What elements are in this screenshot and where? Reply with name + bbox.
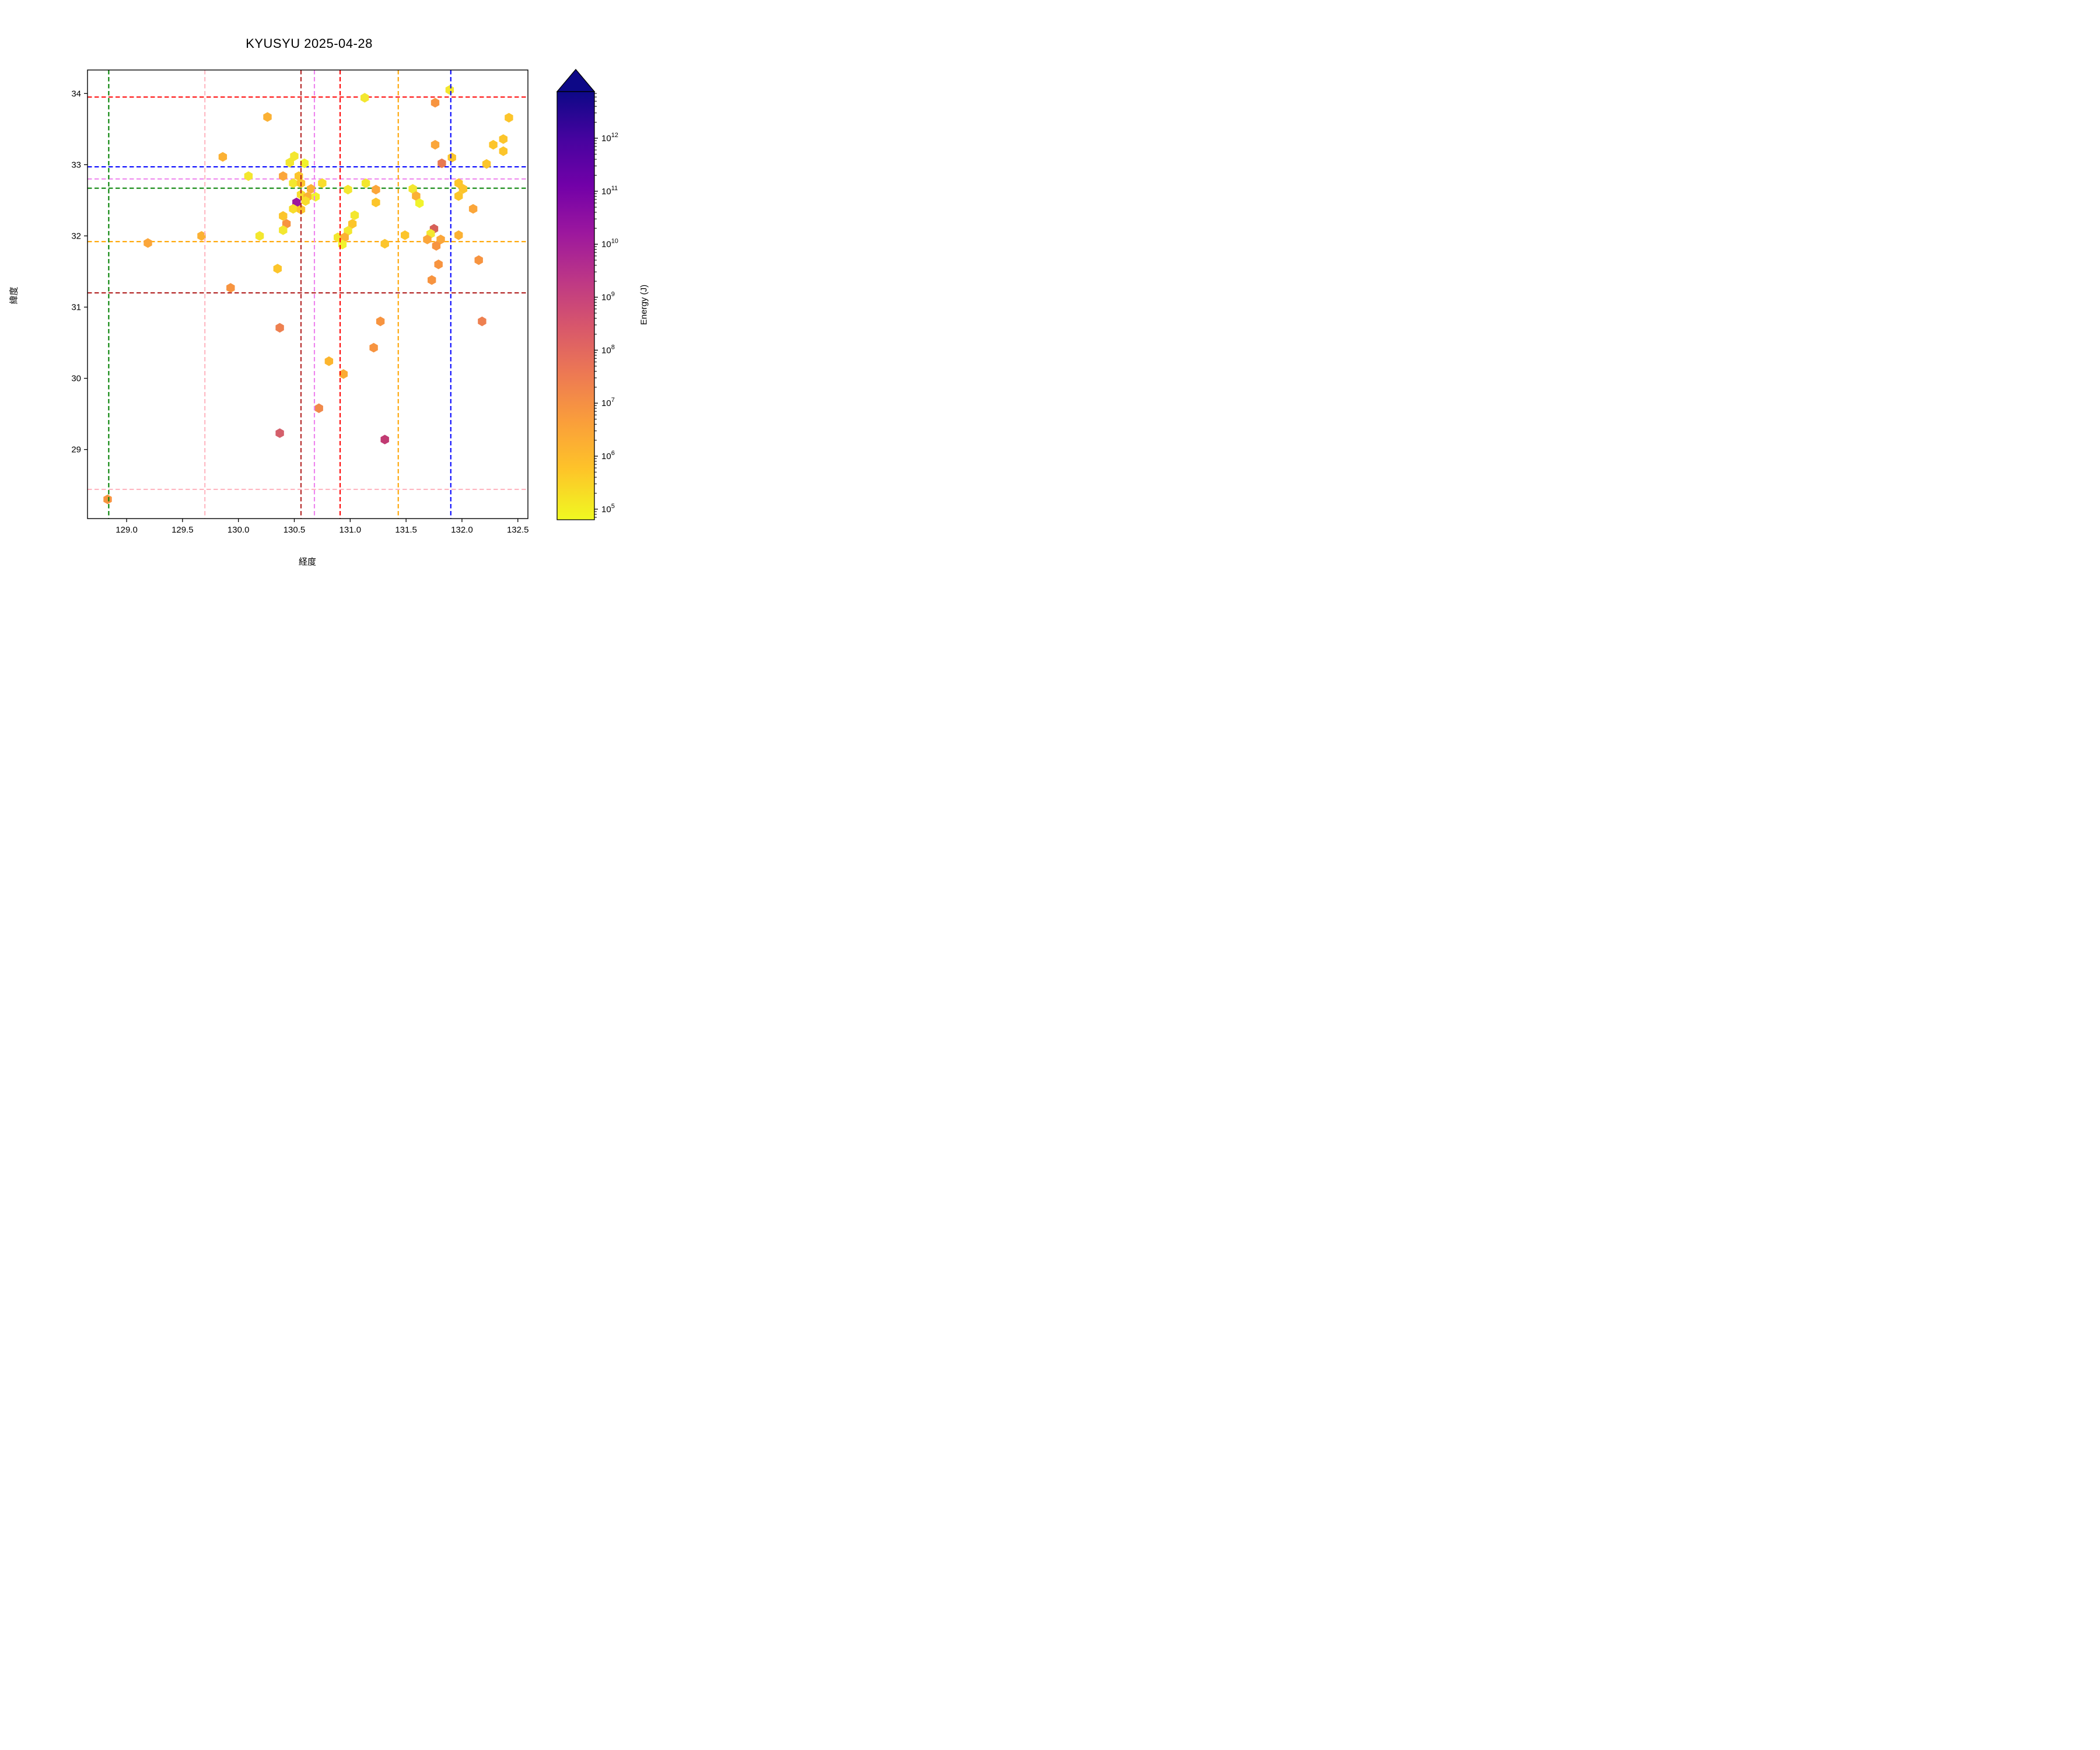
hex-marker [478, 316, 487, 327]
hex-marker [428, 275, 436, 285]
colorbar-gradient [557, 92, 594, 520]
colorbar: 105 106 107 108 109 1010 1011 1012 [556, 68, 618, 520]
hex-marker [499, 146, 508, 156]
hex-marker [197, 231, 206, 241]
hex-marker [279, 225, 288, 235]
hex-marker [103, 494, 112, 505]
hex-marker [430, 97, 440, 108]
hex-marker [423, 235, 432, 244]
hex-marker [314, 403, 323, 414]
hex-marker [447, 152, 456, 163]
hex-marker [285, 158, 294, 167]
plot-area [88, 70, 528, 519]
y-tick-label: 29 [71, 445, 81, 455]
hex-marker [372, 184, 380, 195]
hex-marker [344, 184, 352, 195]
hex-marker [339, 369, 348, 379]
hex-marker [226, 283, 235, 293]
hex-marker [445, 85, 454, 95]
hex-marker [468, 204, 478, 214]
x-tick-label: 132.5 [507, 525, 529, 535]
colorbar-tick-label: 1011 [601, 185, 618, 197]
hex-marker [255, 231, 264, 241]
colorbar-tick-label: 1010 [601, 238, 618, 250]
y-axis-label: 緯度 [9, 286, 19, 304]
hex-marker [361, 178, 370, 188]
hex-marker [434, 259, 443, 270]
hex-marker [380, 239, 389, 249]
scatter-plot-canvas: 129.0 129.5 130.0 130.5 131.0 131.5 132.0 132.5… [71, 68, 618, 535]
hex-marker [318, 178, 327, 188]
y-tick-label: 30 [71, 374, 81, 384]
hex-marker [432, 241, 441, 251]
hex-marker [311, 192, 320, 202]
hex-marker [369, 342, 378, 353]
hex-marker [436, 235, 445, 244]
x-tick-label: 132.0 [451, 525, 473, 535]
hex-marker [372, 197, 380, 208]
x-tick-label: 130.5 [284, 525, 306, 535]
hex-marker [289, 178, 298, 188]
hex-marker [459, 184, 468, 194]
colorbar-tick-label: 107 [601, 397, 615, 408]
colorbar-arrow [556, 68, 596, 92]
hex-marker [279, 171, 288, 181]
hex-marker [348, 219, 357, 229]
x-tick-label: 130.0 [228, 525, 250, 535]
hex-marker [401, 230, 410, 240]
hex-marker [489, 139, 498, 150]
colorbar-tick-label: 1012 [601, 132, 618, 144]
hex-marker [275, 428, 284, 438]
figure: 129.0 129.5 130.0 130.5 131.0 131.5 132.0 132.5… [0, 0, 700, 583]
hex-marker [454, 230, 463, 240]
hex-marker [350, 210, 359, 220]
chart-title: KYUSYU 2025-04-28 [246, 36, 373, 51]
hex-marker [482, 159, 491, 169]
x-axis-label: 経度 [298, 557, 316, 567]
hex-marker [244, 171, 253, 181]
colorbar-tick-label: 105 [601, 503, 615, 514]
hex-marker [300, 158, 309, 169]
y-tick-label: 31 [71, 302, 81, 312]
hex-marker [499, 134, 508, 144]
hex-marker [412, 191, 421, 201]
colorbar-label: Energy (J) [639, 284, 649, 326]
y-tick-label: 33 [71, 160, 81, 170]
x-tick-label: 129.5 [172, 525, 194, 535]
hex-marker [279, 211, 288, 221]
x-tick-label: 131.0 [340, 525, 362, 535]
axes-frame [87, 69, 528, 519]
hex-marker [301, 196, 310, 206]
hex-marker [408, 184, 417, 194]
hex-marker [474, 255, 483, 265]
hex-marker [430, 139, 440, 150]
colorbar-tick-label: 108 [601, 344, 615, 355]
hex-marker [415, 198, 424, 208]
y-tick-label: 32 [71, 231, 81, 241]
y-tick-label: 34 [71, 89, 81, 99]
x-tick-label: 129.0 [116, 525, 138, 535]
hex-marker [296, 190, 306, 200]
colorbar-tick-label: 109 [601, 290, 615, 302]
hex-marker [307, 184, 316, 194]
hex-marker [273, 264, 282, 274]
hex-marker [454, 191, 463, 201]
hex-marker [360, 93, 369, 103]
hex-marker [275, 323, 284, 333]
hex-marker [289, 204, 298, 214]
x-tick-label: 131.5 [395, 525, 417, 535]
hex-marker [296, 204, 306, 215]
hex-marker [505, 113, 513, 123]
hex-marker [438, 158, 446, 169]
hex-marker [218, 152, 228, 162]
hex-marker [263, 112, 272, 122]
hex-marker [324, 356, 334, 366]
hex-marker [144, 238, 152, 248]
colorbar-tick-label: 106 [601, 450, 615, 461]
hex-marker [290, 151, 299, 161]
hex-marker [376, 316, 385, 327]
hex-marker [380, 435, 389, 444]
